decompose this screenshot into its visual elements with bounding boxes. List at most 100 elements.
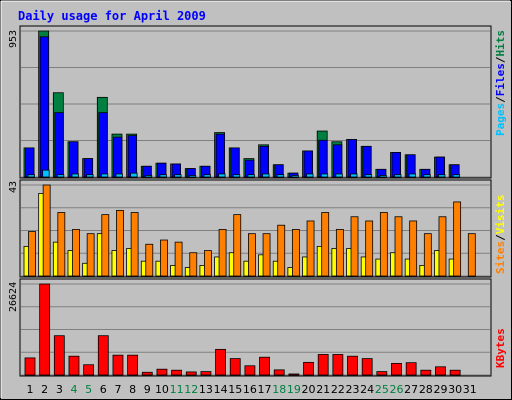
- bar-sites-day-26: [394, 216, 403, 277]
- bar-files-day-17: [259, 145, 269, 178]
- bar-pages-day-28: [423, 174, 431, 178]
- bar-pages-day-12: [188, 175, 197, 178]
- bar-kbytes-day-30: [449, 369, 461, 376]
- bar-kbytes-day-23: [347, 355, 358, 376]
- bar-kbytes-day-14: [215, 348, 226, 376]
- day-label: 7: [114, 383, 121, 396]
- bar-kbytes-day-10: [156, 368, 168, 376]
- bar-pages-day-18: [276, 174, 285, 178]
- bar-files-day-29: [435, 156, 445, 178]
- day-label: 19: [287, 383, 301, 396]
- bar-kbytes-day-26: [391, 362, 402, 376]
- bar-sites-day-8: [130, 212, 139, 277]
- day-label: 14: [214, 383, 228, 396]
- day-label: 2: [41, 383, 48, 396]
- day-label: 23: [346, 383, 360, 396]
- bar-sites-day-24: [365, 220, 374, 277]
- bar-sites-day-5: [86, 233, 95, 277]
- day-label: 3: [56, 383, 63, 396]
- bar-files-day-15: [230, 147, 240, 178]
- bar-pages-day-5: [86, 174, 94, 178]
- bar-files-day-20: [303, 150, 313, 178]
- bars-group: [23, 30, 476, 376]
- legend-files: Files: [494, 63, 507, 96]
- bar-pages-day-4: [71, 173, 79, 178]
- day-label: 22: [331, 383, 345, 396]
- day-label: 9: [144, 383, 151, 396]
- day-label: 1: [27, 383, 34, 396]
- bar-pages-day-7: [115, 173, 123, 178]
- bar-kbytes-day-1: [24, 357, 36, 376]
- panel-hits-files-pages: [19, 25, 492, 179]
- day-label: 6: [100, 383, 107, 396]
- day-label: 10: [155, 383, 169, 396]
- legend-visits: Visits: [494, 195, 507, 235]
- bar-kbytes-day-13: [200, 371, 212, 376]
- bar-pages-day-30: [452, 174, 461, 178]
- bar-files-day-2: [39, 36, 50, 178]
- bar-pages-day-6: [100, 173, 109, 178]
- day-label: 20: [302, 383, 316, 396]
- day-label: 30: [448, 383, 462, 396]
- bar-pages-day-22: [335, 173, 343, 178]
- bar-sites-day-17: [262, 233, 271, 277]
- bar-sites-day-7: [116, 209, 124, 277]
- bar-sites-day-13: [204, 250, 212, 277]
- chart-title: Daily usage for April 2009: [18, 9, 206, 23]
- bar-kbytes-day-29: [435, 366, 446, 376]
- bar-kbytes-day-19: [288, 373, 300, 376]
- bar-sites-day-18: [277, 224, 286, 277]
- bar-sites-day-30: [453, 201, 462, 277]
- bar-pages-day-8: [130, 172, 138, 178]
- bar-sites-day-28: [423, 233, 432, 277]
- day-label: 31: [463, 383, 477, 396]
- day-label: 11: [170, 383, 184, 396]
- day-label: 24: [360, 383, 374, 396]
- day-label: 4: [70, 383, 77, 396]
- bar-kbytes-day-2: [39, 283, 51, 376]
- legend-sites-visits: Sites/Visits: [494, 195, 507, 275]
- bar-pages-day-9: [144, 175, 153, 178]
- bar-kbytes-day-8: [127, 354, 139, 376]
- bar-pages-day-11: [174, 174, 182, 178]
- bar-kbytes-day-3: [53, 335, 65, 376]
- bar-sites-day-14: [218, 229, 227, 277]
- bar-pages-day-17: [262, 173, 270, 178]
- bar-sites-day-21: [321, 212, 330, 277]
- bar-kbytes-day-28: [420, 369, 432, 376]
- bar-kbytes-day-21: [317, 354, 329, 376]
- bar-pages-day-16: [247, 174, 255, 178]
- bar-files-day-22: [332, 144, 343, 178]
- bar-sites-day-23: [350, 216, 359, 277]
- bar-sites-day-3: [57, 212, 66, 277]
- bar-kbytes-day-24: [361, 358, 373, 376]
- day-label: 17: [258, 383, 272, 396]
- bar-kbytes-day-17: [259, 356, 270, 376]
- bar-pages-day-15: [232, 174, 241, 178]
- legend-pages-files-hits: Pages/Files/Hits: [494, 30, 507, 136]
- bar-pages-day-1: [27, 174, 35, 178]
- bar-pages-day-3: [56, 174, 65, 178]
- bar-files-day-23: [347, 139, 357, 178]
- bar-pages-day-29: [438, 174, 446, 178]
- bar-kbytes-day-20: [303, 361, 314, 376]
- bar-kbytes-day-7: [112, 354, 124, 376]
- bar-files-day-4: [69, 141, 79, 178]
- bar-sites-day-19: [291, 229, 300, 277]
- bar-kbytes-day-11: [171, 369, 183, 376]
- bar-pages-day-13: [203, 174, 211, 178]
- day-label: 8: [129, 383, 136, 396]
- bar-sites-day-15: [233, 214, 242, 277]
- day-label: 5: [85, 383, 92, 396]
- day-labels: 1 2 3 4 5 6 7 8 9 10 11 12 13 14 15 16 17 18 19 20 21 22 23 24 2…: [27, 383, 477, 396]
- bar-sites-day-4: [72, 229, 80, 277]
- legend-pages: Pages: [494, 103, 507, 136]
- legend-sep-2: /: [494, 56, 507, 63]
- bar-kbytes-day-22: [332, 354, 344, 376]
- bar-kbytes-day-9: [141, 371, 153, 376]
- day-label: 21: [316, 383, 330, 396]
- bar-sites-day-2: [42, 184, 51, 277]
- bar-files-day-26: [391, 152, 401, 178]
- bar-pages-day-10: [159, 174, 167, 178]
- day-label: 28: [419, 383, 433, 396]
